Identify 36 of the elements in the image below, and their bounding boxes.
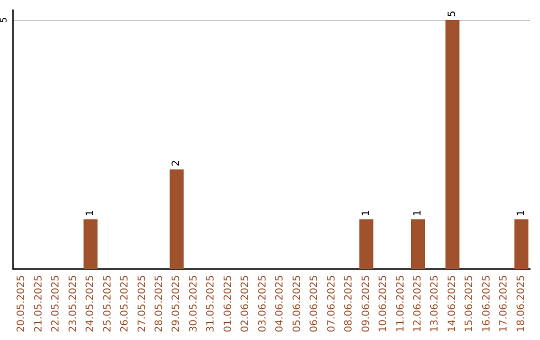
x-tick-label: 03.06.2025 (257, 275, 268, 332)
x-tick-label: 21.05.2025 (33, 275, 44, 332)
x-tick-label: 01.06.2025 (222, 275, 234, 332)
x-tick-label: 31.05.2025 (206, 275, 217, 332)
x-tick-label: 04.06.2025 (274, 275, 286, 332)
data-label: 1 (412, 210, 424, 216)
x-tick-label: 25.05.2025 (102, 275, 114, 332)
x-tick-label: 15.06.2025 (464, 275, 476, 332)
data-label: 5 (446, 10, 458, 17)
x-tick-label: 02.06.2025 (240, 275, 252, 332)
data-label: 2 (171, 160, 182, 166)
x-tick-label: 23.05.2025 (68, 275, 79, 332)
x-tick-label: 14.06.2025 (446, 275, 458, 332)
x-tick-label: 20.05.2025 (16, 275, 28, 332)
x-tick-label: 09.06.2025 (360, 275, 372, 332)
x-tick-label: 18.06.2025 (516, 275, 527, 332)
x-tick-label: 05.06.2025 (292, 275, 303, 332)
x-tick-label: 13.06.2025 (430, 275, 441, 332)
x-tick-label: 11.06.2025 (395, 275, 406, 332)
x-tick-label: 10.06.2025 (378, 275, 390, 332)
x-tick-label: 17.06.2025 (498, 275, 510, 332)
x-tick-label: 12.06.2025 (412, 275, 424, 332)
data-label: 1 (516, 210, 527, 216)
x-tick-label: 30.05.2025 (188, 275, 200, 332)
x-tick-label: 06.06.2025 (309, 275, 320, 332)
x-tick-label: 22.05.2025 (50, 275, 62, 332)
x-tick-label: 29.05.2025 (171, 275, 182, 332)
x-tick-label: 28.05.2025 (154, 275, 165, 332)
data-label: 1 (85, 210, 96, 216)
x-tick-label: 08.06.2025 (344, 275, 355, 332)
x-tick-label: 27.05.2025 (136, 275, 148, 332)
x-tick-label: 24.05.2025 (85, 275, 96, 332)
data-label: 1 (360, 210, 372, 216)
x-tick-label: 07.06.2025 (326, 275, 338, 332)
x-tick-label: 26.05.2025 (120, 275, 131, 332)
x-tick-label: 16.06.2025 (481, 275, 492, 332)
